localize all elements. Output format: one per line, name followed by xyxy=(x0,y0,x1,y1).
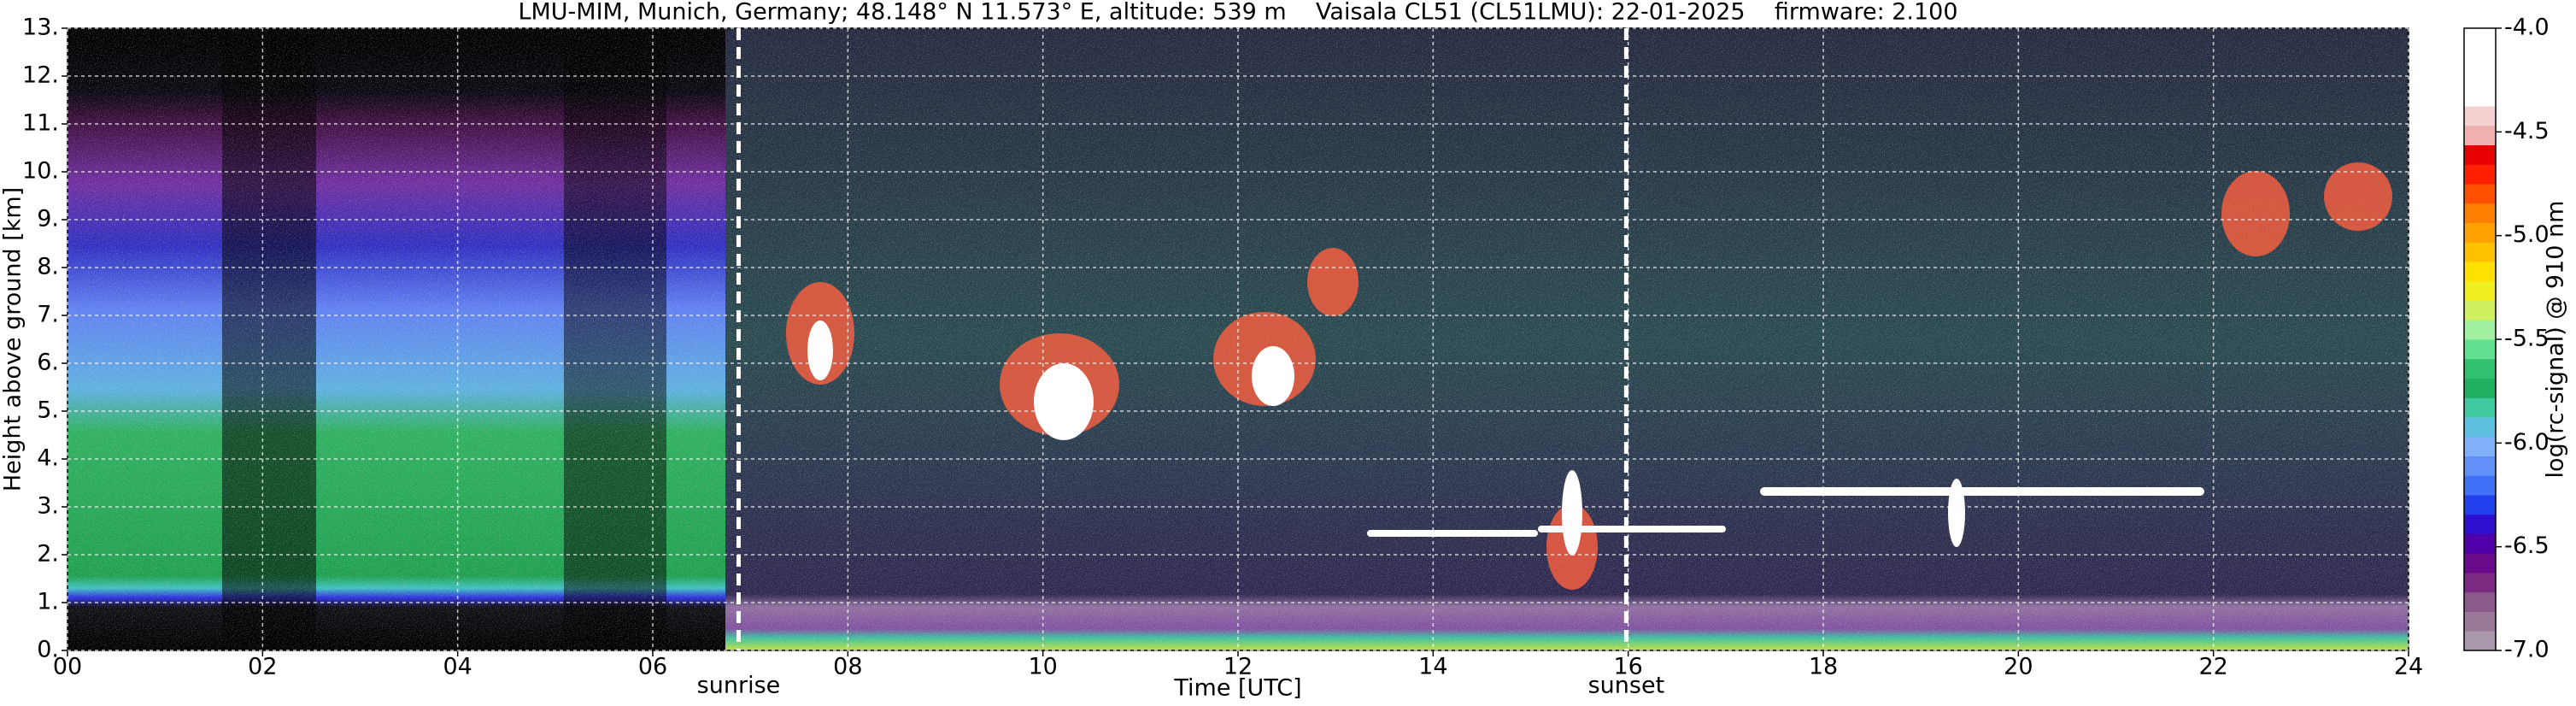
x-tick-label: 10 xyxy=(1028,654,1057,680)
colorbar-segment xyxy=(2464,320,2496,340)
colorbar-segment xyxy=(2464,591,2496,612)
colorbar-tick-label: -6.0 xyxy=(2504,429,2550,456)
colorbar-tick-label: -6.5 xyxy=(2504,532,2550,559)
colorbar-tick-label: -4.5 xyxy=(2504,118,2550,144)
y-tick-label: 6. xyxy=(37,350,59,376)
colorbar-segment xyxy=(2464,106,2496,126)
colorbar-segment xyxy=(2464,436,2496,456)
colorbar-segment xyxy=(2464,67,2496,87)
y-tick-label: 13. xyxy=(22,15,59,41)
y-tick-label: 3. xyxy=(37,493,59,520)
colorbar-segment xyxy=(2464,514,2496,534)
x-tick-label: 16 xyxy=(1613,654,1642,680)
colorbar-segment xyxy=(2464,86,2496,107)
colorbar-segment xyxy=(2464,164,2496,185)
colorbar-segment xyxy=(2464,262,2496,282)
colorbar-segment xyxy=(2464,397,2496,418)
x-tick-label: 12 xyxy=(1223,654,1253,680)
x-tick-label: 04 xyxy=(443,654,472,680)
y-axis-label: Height above ground [km] xyxy=(0,187,26,491)
y-tick-label: 11. xyxy=(22,110,59,137)
x-tick-label: 20 xyxy=(2004,654,2033,680)
colorbar-segment xyxy=(2464,358,2496,379)
colorbar-segment xyxy=(2464,495,2496,515)
y-tick-label: 8. xyxy=(37,254,59,280)
y-tick-label: 1. xyxy=(37,589,59,615)
colorbar-segment xyxy=(2464,47,2496,68)
colorbar-segment xyxy=(2464,144,2496,165)
x-tick-label: 14 xyxy=(1418,654,1447,680)
colorbar-segment xyxy=(2464,339,2496,360)
colorbar-segment xyxy=(2464,300,2496,321)
x-tick-label: 08 xyxy=(833,654,862,680)
colorbar-segment xyxy=(2464,631,2496,651)
colorbar-segment xyxy=(2464,125,2496,145)
x-tick-label: 06 xyxy=(638,654,667,680)
y-tick-label: 9. xyxy=(37,206,59,232)
colorbar-segment xyxy=(2464,611,2496,632)
colorbar-tick-label: -4.0 xyxy=(2504,15,2550,41)
colorbar-segment xyxy=(2464,280,2496,301)
colorbar-segment xyxy=(2464,378,2496,398)
colorbar-segment xyxy=(2464,553,2496,574)
y-tick-label: 10. xyxy=(22,158,59,185)
colorbar-tick-label: -5.0 xyxy=(2504,221,2550,248)
colorbar-segment xyxy=(2464,573,2496,593)
colorbar-segment xyxy=(2464,28,2496,49)
colorbar-segment xyxy=(2464,417,2496,438)
colorbar-segment xyxy=(2464,184,2496,204)
y-tick-label: 2. xyxy=(37,541,59,568)
colorbar-segment xyxy=(2464,456,2496,476)
x-tick-label: 18 xyxy=(1809,654,1838,680)
x-tick-label: 24 xyxy=(2394,654,2423,680)
x-tick-label: 02 xyxy=(248,654,277,680)
colorbar-segment xyxy=(2464,533,2496,554)
x-tick-label: 22 xyxy=(2198,654,2227,680)
x-axis-label: Time [UTC] xyxy=(1173,675,1301,702)
y-tick-label: 0. xyxy=(37,637,59,663)
colorbar-segment xyxy=(2464,475,2496,496)
y-tick-label: 4. xyxy=(37,445,59,472)
colorbar-segment xyxy=(2464,203,2496,223)
y-tick-label: 7. xyxy=(37,302,59,328)
colorbar-tick-label: -5.5 xyxy=(2504,326,2550,352)
y-tick-label: 5. xyxy=(37,397,59,424)
colorbar-label: log(rc-signal) @ 910 nm xyxy=(2543,201,2569,479)
colorbar-segment xyxy=(2464,242,2496,262)
colorbar-segment xyxy=(2464,222,2496,243)
colorbar-tick-label: -7.0 xyxy=(2504,637,2550,663)
annotation-label: sunrise xyxy=(697,673,781,699)
annotation-label: sunset xyxy=(1588,673,1665,699)
x-tick-label: 00 xyxy=(53,654,82,680)
chart-title: LMU-MIM, Munich, Germany; 48.148° N 11.5… xyxy=(518,0,1957,26)
y-tick-label: 12. xyxy=(22,62,59,89)
